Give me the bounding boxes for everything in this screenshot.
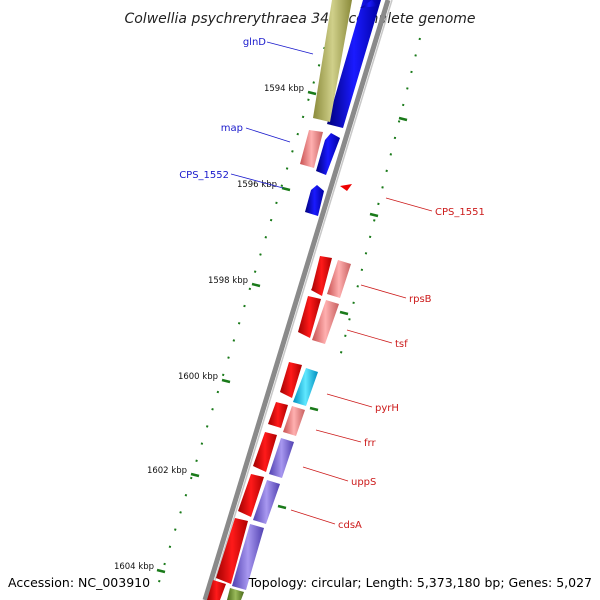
forward-leader-lines [230, 41, 314, 189]
gene-next-1[interactable] [216, 518, 248, 584]
gene-pyrH[interactable] [280, 362, 302, 398]
cog-uppS[interactable] [269, 438, 294, 478]
backbone-arc [202, 0, 391, 600]
gene-uppS[interactable] [253, 432, 277, 472]
cog-pyrH[interactable] [293, 368, 318, 406]
gene-CPS-1552[interactable] [305, 185, 324, 216]
map-title: Colwellia psychrerythraea 34H, complete … [124, 11, 475, 27]
gene-label-glnD[interactable]: glnD [243, 37, 266, 48]
tick-label-1602: 1602 kbp [147, 466, 187, 476]
gene-glnD-tip[interactable] [360, 0, 378, 8]
gene-label-pyrH[interactable]: pyrH [375, 403, 399, 414]
gene-label-cdsA[interactable]: cdsA [338, 520, 362, 531]
gene-map[interactable] [316, 133, 340, 175]
gene-label-CPS-1551[interactable]: CPS_1551 [435, 207, 485, 218]
tick-label-1594: 1594 kbp [264, 84, 304, 94]
topology-label: Topology: circular; Length: 5,373,180 bp… [248, 575, 592, 590]
tick-label-1600: 1600 kbp [178, 372, 218, 382]
cog-map[interactable] [300, 130, 323, 168]
cog-frr[interactable] [283, 406, 305, 436]
gene-label-rpsB[interactable]: rpsB [409, 294, 432, 305]
cog-glnD[interactable] [313, 0, 352, 122]
cog-next-1[interactable] [232, 524, 264, 590]
gene-label-tsf[interactable]: tsf [395, 339, 408, 350]
gene-label-frr[interactable]: frr [364, 438, 376, 449]
cog-cdsA[interactable] [253, 480, 280, 524]
gene-CPS-1551[interactable] [340, 184, 352, 191]
tick-label-1598: 1598 kbp [208, 276, 248, 286]
gene-label-uppS[interactable]: uppS [351, 477, 376, 488]
gene-rpsB[interactable] [311, 256, 332, 296]
cog-rpsB[interactable] [327, 260, 351, 298]
cog-next-2[interactable] [227, 588, 244, 600]
reverse-leader-lines [290, 197, 433, 525]
gene-tsf[interactable] [298, 296, 321, 338]
gene-next-2[interactable] [207, 580, 226, 600]
cog-tsf[interactable] [312, 300, 339, 344]
accession-label: Accession: NC_003910 [8, 575, 150, 590]
gene-glnD[interactable] [327, 0, 381, 128]
tick-label-1596: 1596 kbp [237, 180, 277, 190]
gene-label-CPS-1552[interactable]: CPS_1552 [179, 170, 229, 181]
gene-frr[interactable] [268, 402, 288, 428]
gene-cdsA[interactable] [238, 474, 264, 517]
major-tick-marks [156, 90, 408, 574]
tick-label-1604: 1604 kbp [114, 562, 154, 572]
gene-label-map[interactable]: map [221, 123, 243, 134]
